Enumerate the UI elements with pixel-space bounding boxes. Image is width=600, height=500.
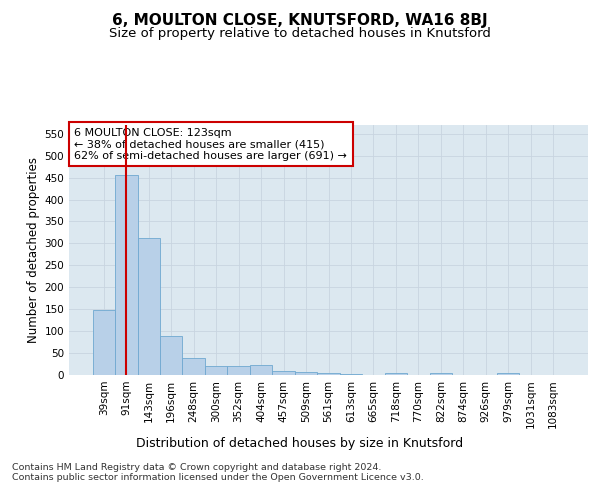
Bar <box>340 374 362 375</box>
Bar <box>430 373 452 375</box>
Bar <box>115 176 137 375</box>
Bar <box>227 366 250 375</box>
Bar <box>250 366 272 375</box>
Text: Size of property relative to detached houses in Knutsford: Size of property relative to detached ho… <box>109 28 491 40</box>
Text: Contains HM Land Registry data © Crown copyright and database right 2024.
Contai: Contains HM Land Registry data © Crown c… <box>12 462 424 482</box>
Bar <box>182 358 205 375</box>
Text: 6 MOULTON CLOSE: 123sqm
← 38% of detached houses are smaller (415)
62% of semi-d: 6 MOULTON CLOSE: 123sqm ← 38% of detache… <box>74 128 347 160</box>
Y-axis label: Number of detached properties: Number of detached properties <box>27 157 40 343</box>
Bar <box>160 336 182 375</box>
Bar <box>497 373 520 375</box>
Bar <box>92 310 115 375</box>
Bar <box>295 372 317 375</box>
Bar <box>317 373 340 375</box>
Text: 6, MOULTON CLOSE, KNUTSFORD, WA16 8BJ: 6, MOULTON CLOSE, KNUTSFORD, WA16 8BJ <box>112 12 488 28</box>
Bar <box>272 370 295 375</box>
Text: Distribution of detached houses by size in Knutsford: Distribution of detached houses by size … <box>136 438 464 450</box>
Bar <box>137 238 160 375</box>
Bar <box>205 366 227 375</box>
Bar <box>385 373 407 375</box>
